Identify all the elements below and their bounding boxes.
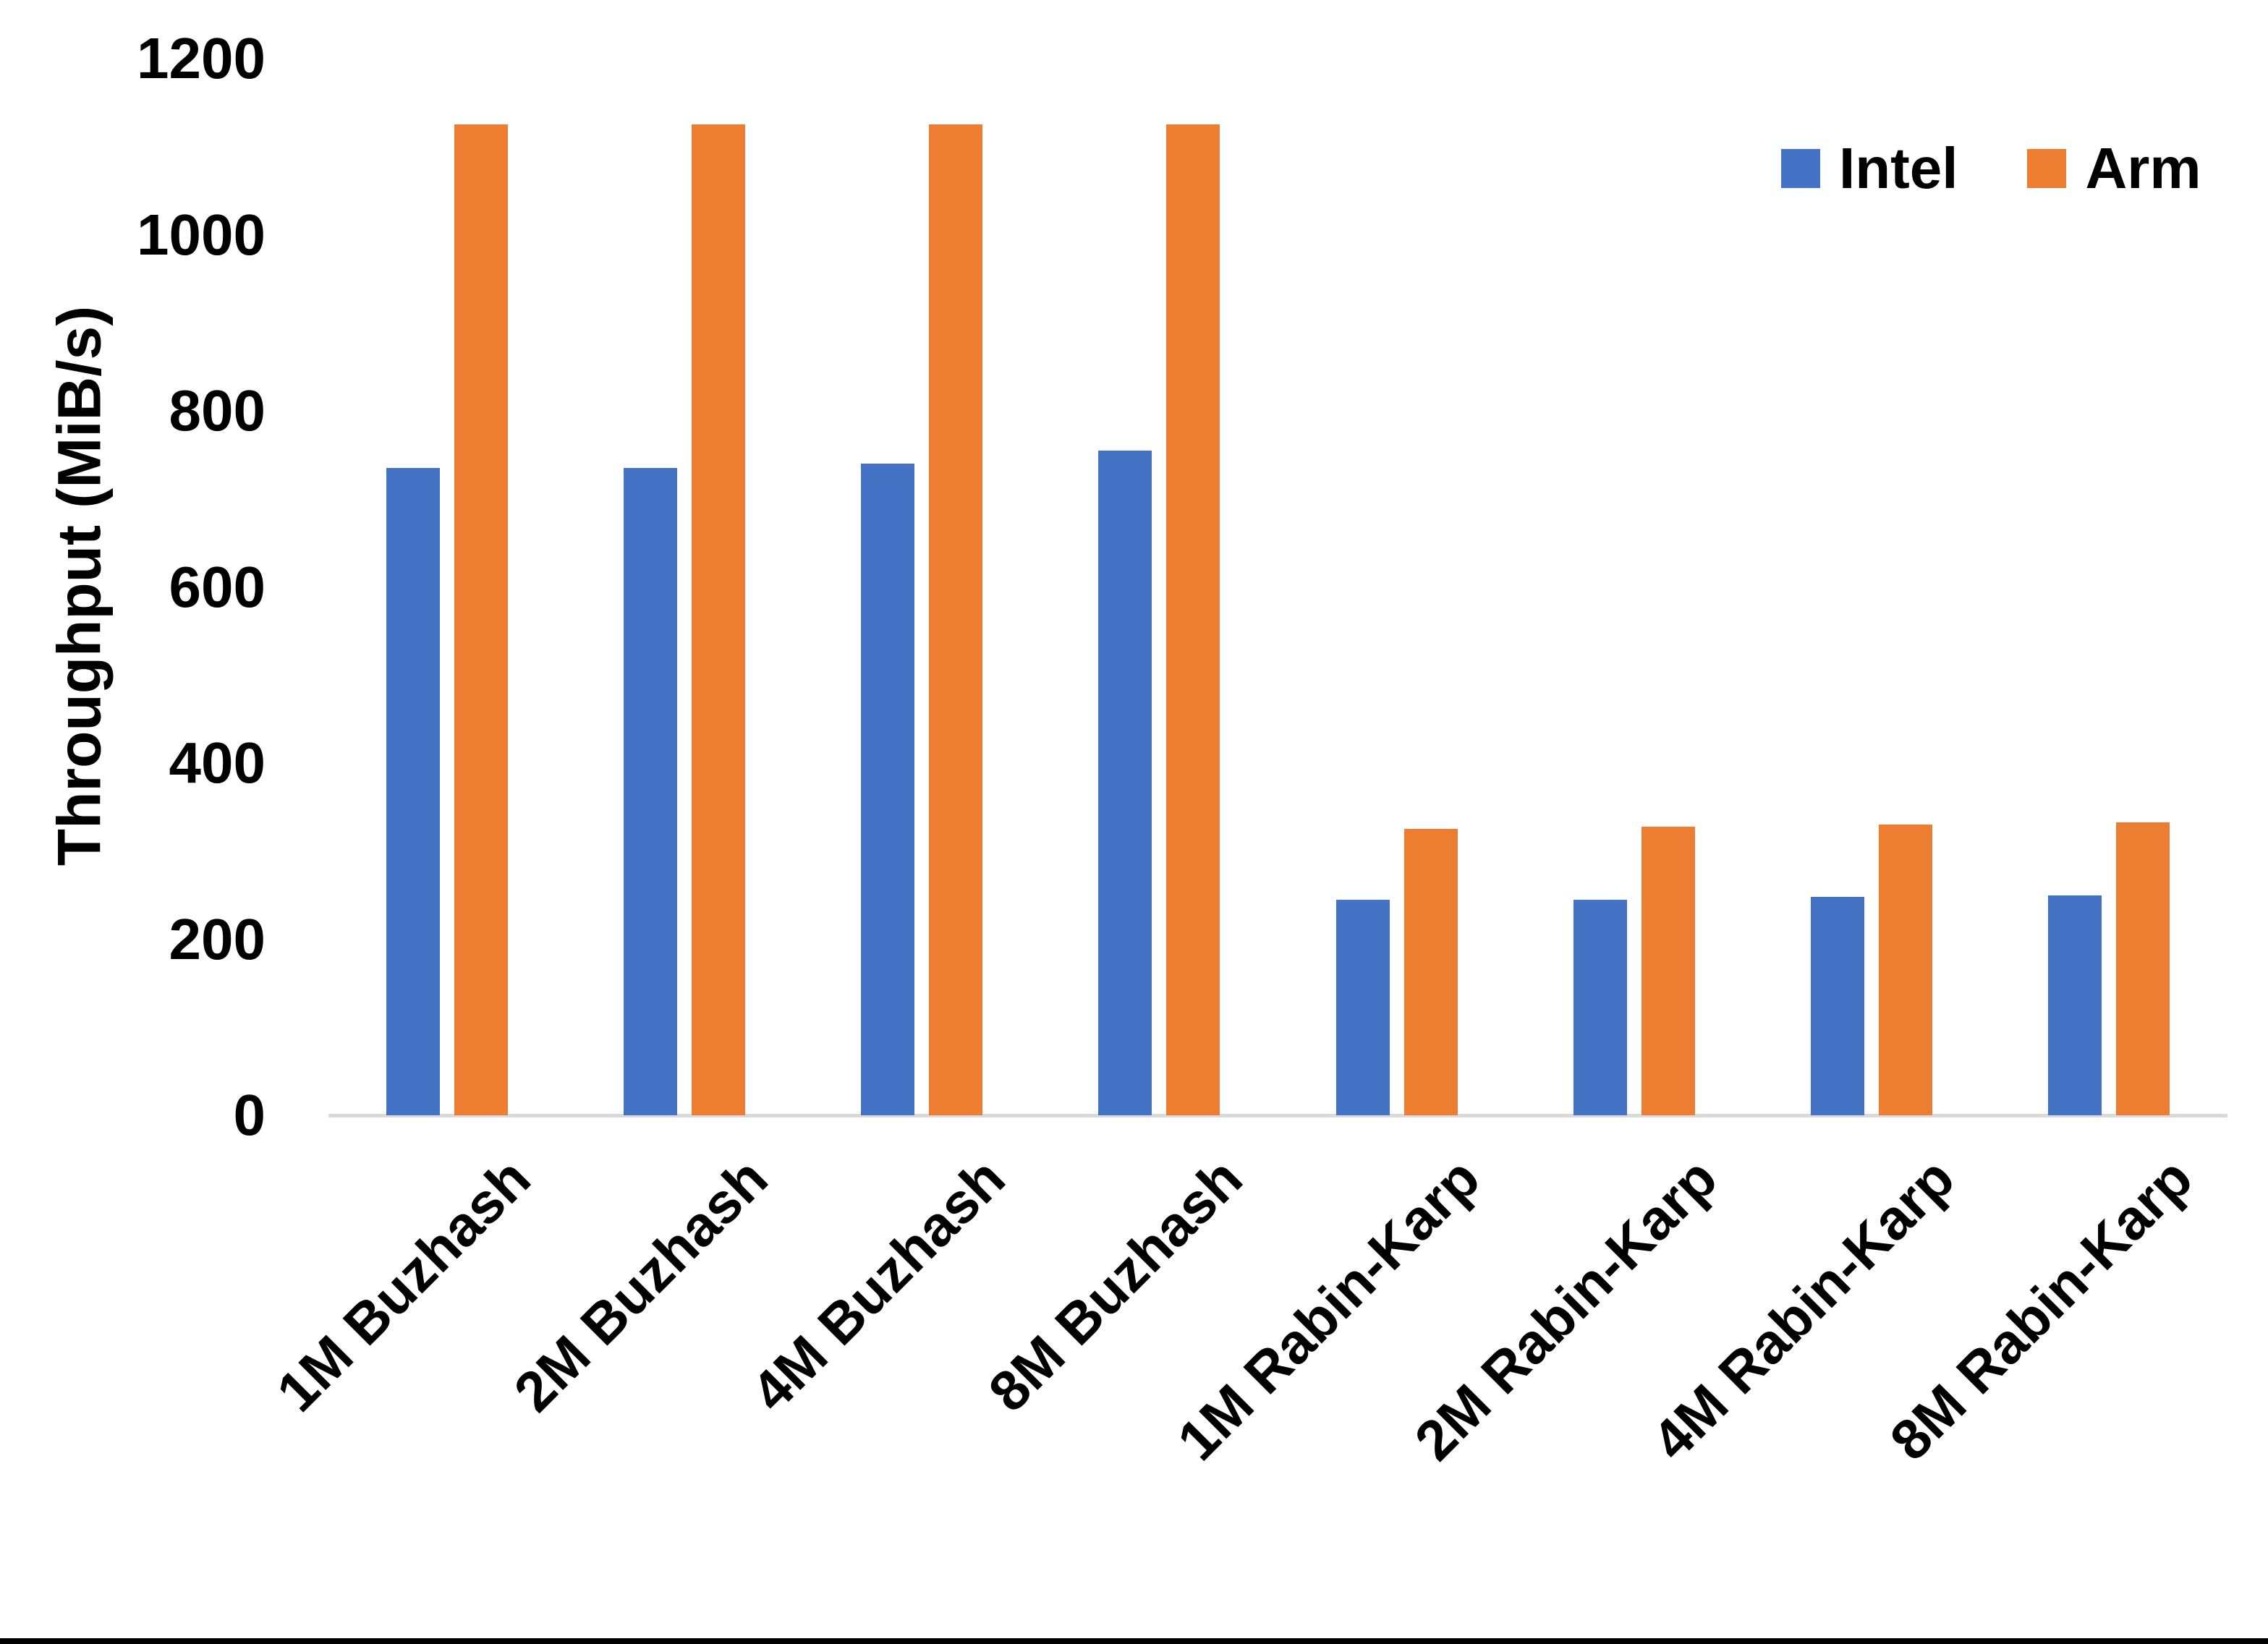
y-tick-label-200: 200 <box>169 906 266 971</box>
y-tick-label-600: 600 <box>169 554 266 619</box>
bar-intel-4m-buzhash <box>861 464 915 1115</box>
bar-arm-8m-buzhash <box>1166 124 1220 1115</box>
y-tick-label-0: 0 <box>233 1083 266 1147</box>
bar-intel-4m-rabin-karp <box>1810 897 1864 1115</box>
bottom-border <box>0 1638 2268 1644</box>
y-tick-label-800: 800 <box>169 378 266 443</box>
x-category-label-4m-buzhash: 4M Buzhash <box>739 1146 1017 1424</box>
bar-arm-2m-buzhash <box>692 124 746 1115</box>
bar-arm-2m-rabin-karp <box>1641 826 1695 1115</box>
legend: Intel Arm <box>1781 135 2201 203</box>
bar-intel-1m-buzhash <box>386 468 441 1115</box>
bar-intel-1m-rabin-karp <box>1335 899 1390 1115</box>
legend-label-arm: Arm <box>2085 136 2201 200</box>
bar-intel-8m-buzhash <box>1098 450 1152 1115</box>
plot-area <box>328 59 2227 1115</box>
bar-arm-1m-rabin-karp <box>1403 829 1458 1115</box>
legend-swatch-arm <box>2027 149 2067 188</box>
y-tick-label-1200: 1200 <box>137 26 266 90</box>
bar-intel-8m-rabin-karp <box>2047 895 2102 1115</box>
y-tick-label-1000: 1000 <box>137 202 266 267</box>
bar-arm-4m-rabin-karp <box>1878 825 1932 1115</box>
bar-arm-1m-buzhash <box>454 124 509 1115</box>
bar-intel-2m-rabin-karp <box>1573 899 1627 1115</box>
x-category-label-1m-buzhash: 1M Buzhash <box>264 1146 543 1424</box>
legend-swatch-intel <box>1781 149 1820 188</box>
bar-arm-8m-rabin-karp <box>2115 822 2170 1115</box>
x-category-label-2m-buzhash: 2M Buzhash <box>501 1146 780 1424</box>
bar-arm-4m-buzhash <box>929 124 983 1115</box>
x-axis-line <box>328 1114 2227 1117</box>
legend-label-intel: Intel <box>1839 136 1958 200</box>
y-tick-label-400: 400 <box>169 731 266 795</box>
bar-intel-2m-buzhash <box>624 468 678 1115</box>
